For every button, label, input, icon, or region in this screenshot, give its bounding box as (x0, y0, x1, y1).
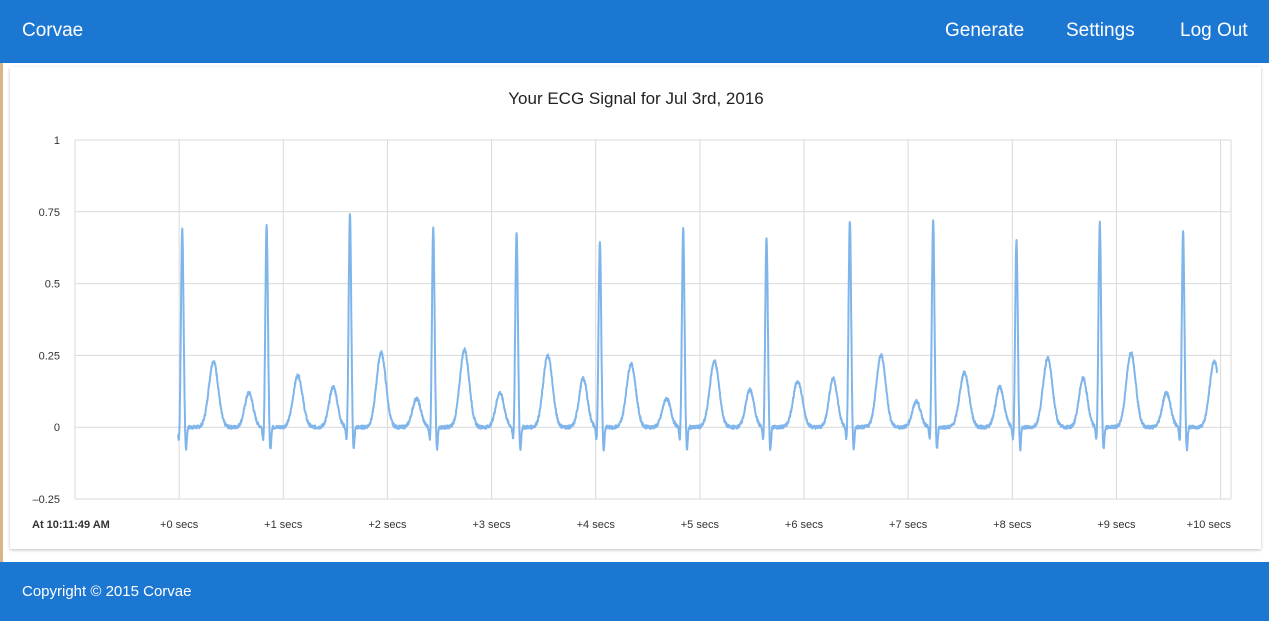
y-tick-label: 0.25 (39, 350, 60, 362)
y-tick-label: 0.5 (45, 279, 60, 291)
x-tick-label: +1 secs (264, 519, 303, 531)
x-tick-label: +3 secs (472, 519, 511, 531)
y-tick-label: –0.25 (32, 494, 60, 506)
y-tick-label: 1 (54, 135, 60, 147)
x-tick-label: +0 secs (160, 519, 199, 531)
x-tick-label: +8 secs (993, 519, 1032, 531)
x-tick-label: +9 secs (1097, 519, 1136, 531)
x-tick-label: +6 secs (785, 519, 824, 531)
copyright-text: Copyright © 2015 Corvae (22, 583, 192, 600)
x-tick-label: +2 secs (368, 519, 407, 531)
x-tick-label: +7 secs (889, 519, 928, 531)
ecg-chart: 1 0.75 0.5 0.25 0 –0.25 At 10:11:49 AM +0 secs +… (32, 135, 1232, 531)
y-tick-label: 0 (54, 422, 60, 434)
nav-settings-link[interactable]: Settings (1066, 20, 1135, 41)
nav-generate-link[interactable]: Generate (945, 20, 1025, 41)
nav-logout-link[interactable]: Log Out (1180, 20, 1248, 41)
x-tick-label: +10 secs (1187, 519, 1232, 531)
x-start-time-label: At 10:11:49 AM (32, 519, 110, 531)
chart-title: Your ECG Signal for Jul 3rd, 2016 (508, 89, 764, 108)
top-navbar: Corvae Generate Settings Log Out (0, 0, 1269, 63)
window-edge (0, 63, 3, 562)
footer: Copyright © 2015 Corvae (0, 562, 1269, 621)
x-tick-label: +5 secs (681, 519, 720, 531)
x-tick-label: +4 secs (577, 519, 616, 531)
y-tick-label: 0.75 (39, 207, 60, 219)
ecg-signal-line (177, 213, 1219, 452)
ecg-chart-card: Your ECG Signal for Jul 3rd, 2016 1 0.75 0… (10, 67, 1261, 549)
brand-link[interactable]: Corvae (22, 20, 84, 41)
